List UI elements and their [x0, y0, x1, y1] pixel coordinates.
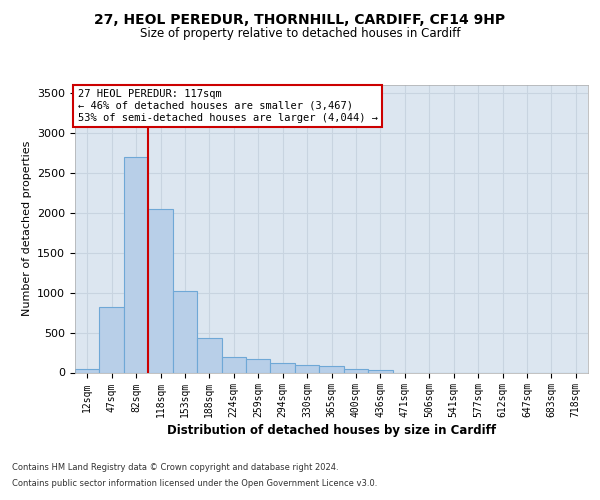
Y-axis label: Number of detached properties: Number of detached properties: [22, 141, 32, 316]
Bar: [319, 366, 344, 372]
Bar: [368, 370, 392, 372]
Bar: [124, 157, 148, 372]
Text: Contains HM Land Registry data © Crown copyright and database right 2024.: Contains HM Land Registry data © Crown c…: [12, 464, 338, 472]
X-axis label: Distribution of detached houses by size in Cardiff: Distribution of detached houses by size …: [167, 424, 496, 438]
Bar: [173, 291, 197, 372]
Bar: [344, 368, 368, 372]
Bar: [271, 363, 295, 372]
Bar: [148, 209, 173, 372]
Text: 27, HEOL PEREDUR, THORNHILL, CARDIFF, CF14 9HP: 27, HEOL PEREDUR, THORNHILL, CARDIFF, CF…: [94, 12, 506, 26]
Bar: [75, 368, 100, 372]
Text: Size of property relative to detached houses in Cardiff: Size of property relative to detached ho…: [140, 28, 460, 40]
Text: Contains public sector information licensed under the Open Government Licence v3: Contains public sector information licen…: [12, 478, 377, 488]
Text: 27 HEOL PEREDUR: 117sqm
← 46% of detached houses are smaller (3,467)
53% of semi: 27 HEOL PEREDUR: 117sqm ← 46% of detache…: [77, 90, 377, 122]
Bar: [246, 360, 271, 372]
Bar: [295, 366, 319, 372]
Bar: [100, 307, 124, 372]
Bar: [221, 356, 246, 372]
Bar: [197, 338, 221, 372]
